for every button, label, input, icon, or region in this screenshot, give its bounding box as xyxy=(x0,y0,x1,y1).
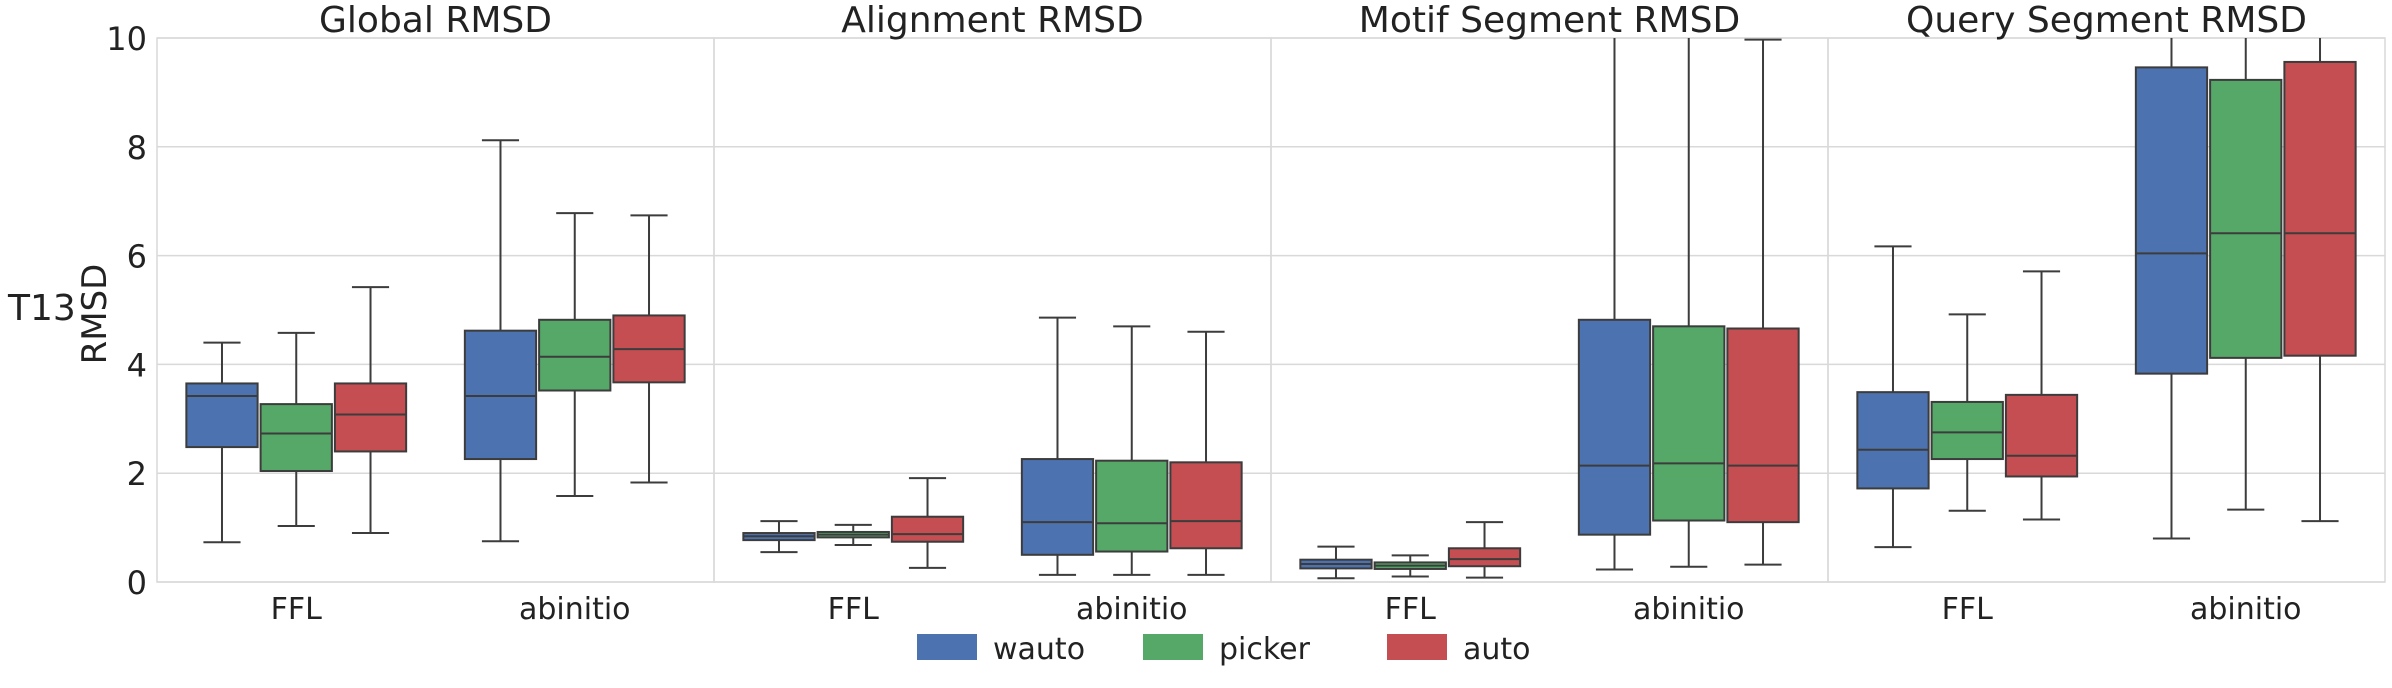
legend-swatch xyxy=(917,634,977,660)
box-iqr xyxy=(1095,459,1169,553)
box-wauto xyxy=(1577,38,1652,571)
y-tick-label: 2 xyxy=(127,455,147,493)
legend-swatch xyxy=(1387,634,1447,660)
box-iqr xyxy=(2283,60,2357,357)
x-tick-label: FFL xyxy=(271,592,323,627)
box-iqr xyxy=(1447,547,1522,568)
box-iqr xyxy=(333,382,408,453)
y-tick-label: 8 xyxy=(127,129,147,167)
y-tick-label: 4 xyxy=(127,346,147,384)
panel-motif-segment-rmsd: Motif Segment RMSD FFL abinitio xyxy=(1270,0,1829,627)
box-auto xyxy=(2283,38,2357,523)
box-wauto xyxy=(463,139,538,543)
box-wauto xyxy=(185,341,259,544)
box-picker xyxy=(2209,38,2283,511)
legend-label: wauto xyxy=(993,632,1085,667)
x-tick-label: FFL xyxy=(828,592,880,627)
box-auto xyxy=(2004,270,2079,521)
row-label: T13 xyxy=(7,288,76,329)
box-iqr xyxy=(1856,391,1930,490)
panel-frame xyxy=(156,37,715,583)
box-auto xyxy=(1169,330,1243,576)
y-tick-label: 10 xyxy=(106,20,147,58)
box-iqr xyxy=(1726,327,1800,524)
panel-title: Alignment RMSD xyxy=(841,0,1144,41)
x-tick-label: FFL xyxy=(1942,592,1994,627)
box-auto xyxy=(333,286,408,535)
legend-item-picker: picker xyxy=(1143,632,1311,667)
legend-item-auto: auto xyxy=(1387,632,1531,667)
box-picker xyxy=(1930,313,2004,512)
box-iqr xyxy=(890,515,965,543)
box-iqr xyxy=(185,382,259,449)
box-wauto xyxy=(1020,316,1095,576)
box-picker xyxy=(538,212,612,498)
box-wauto xyxy=(742,520,816,554)
legend: wauto picker auto xyxy=(917,632,1531,667)
box-iqr xyxy=(259,403,333,473)
box-wauto xyxy=(1299,545,1373,580)
panels-layer: Global RMSD FFL abinitio Alignment RMSD FFL a… xyxy=(156,0,2386,627)
panel-query-segment-rmsd: Query Segment RMSD FFL abinitio xyxy=(1827,0,2386,627)
box-iqr xyxy=(1930,400,2004,461)
box-wauto xyxy=(1856,245,1930,549)
legend-label: picker xyxy=(1219,632,1311,667)
box-picker xyxy=(1652,38,1726,568)
x-tick-label: abinitio xyxy=(2190,592,2302,627)
panel-title: Motif Segment RMSD xyxy=(1359,0,1740,41)
box-iqr xyxy=(463,329,538,461)
x-tick-label: abinitio xyxy=(1076,592,1188,627)
panel-global-rmsd: Global RMSD FFL abinitio xyxy=(156,0,715,627)
box-iqr xyxy=(538,318,612,392)
box-iqr xyxy=(2004,393,2079,478)
box-picker xyxy=(259,331,333,527)
legend-item-wauto: wauto xyxy=(917,632,1085,667)
box-auto xyxy=(1447,521,1522,579)
box-picker xyxy=(1095,325,1169,576)
x-tick-label: abinitio xyxy=(519,592,631,627)
axes-layer: 0 2 4 6 8 10 xyxy=(106,20,147,602)
y-axis-label: RMSD xyxy=(75,264,115,365)
y-tick-label: 0 xyxy=(127,564,147,602)
y-tick-label: 6 xyxy=(127,238,147,276)
legend-swatch xyxy=(1143,634,1203,660)
box-iqr xyxy=(1169,461,1243,550)
legend-label: auto xyxy=(1463,632,1531,667)
box-auto xyxy=(612,214,686,484)
panel-title: Global RMSD xyxy=(319,0,552,41)
box-auto xyxy=(1726,38,1800,566)
box-picker xyxy=(1373,554,1447,578)
panel-frame xyxy=(1827,37,2386,583)
box-iqr xyxy=(2209,78,2283,359)
box-wauto xyxy=(2134,38,2209,540)
box-picker xyxy=(816,523,890,547)
box-iqr xyxy=(1020,458,1095,556)
x-tick-label: FFL xyxy=(1385,592,1437,627)
box-iqr xyxy=(1652,325,1726,522)
box-iqr xyxy=(1577,318,1652,536)
panel-title: Query Segment RMSD xyxy=(1906,0,2307,41)
panel-alignment-rmsd: Alignment RMSD FFL abinitio xyxy=(713,0,1272,627)
box-iqr xyxy=(2134,66,2209,375)
x-tick-label: abinitio xyxy=(1633,592,1745,627)
box-auto xyxy=(890,477,965,569)
